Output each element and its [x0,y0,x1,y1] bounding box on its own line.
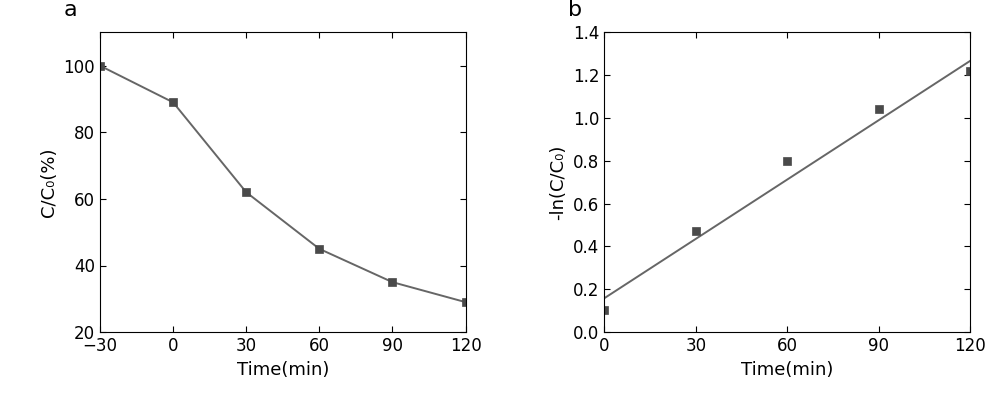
X-axis label: Time(min): Time(min) [741,360,833,379]
Text: a: a [63,0,77,20]
Y-axis label: C/C₀(%): C/C₀(%) [40,147,58,217]
X-axis label: Time(min): Time(min) [237,360,329,379]
Y-axis label: -ln(C/C₀): -ln(C/C₀) [550,145,568,220]
Text: b: b [568,0,582,20]
